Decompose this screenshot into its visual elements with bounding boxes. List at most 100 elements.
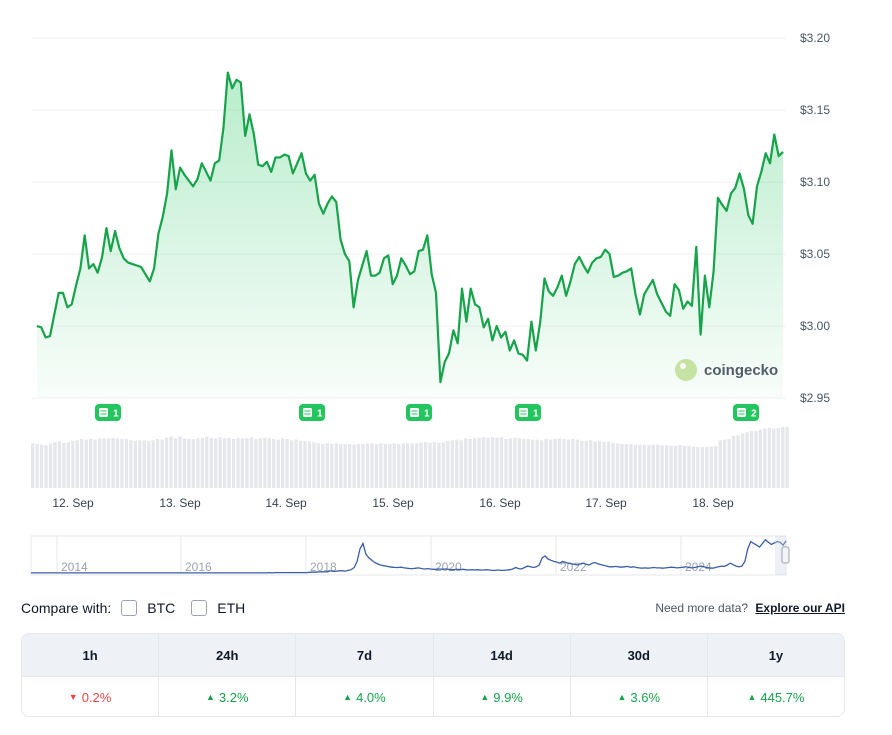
change-value: 4.0% <box>356 689 386 705</box>
compare-eth-checkbox[interactable]: ETH <box>191 600 245 616</box>
price-chart[interactable]: $3.20 $3.15 $3.10 $3.05 $3.00 $2.95 coingecko… <box>0 0 892 520</box>
volume-bar <box>589 440 593 488</box>
compare-btc-label: BTC <box>147 600 176 616</box>
volume-bar <box>557 438 562 488</box>
compare-bar: Compare with: BTC ETH Need more data? Ex… <box>21 596 845 620</box>
event-marker[interactable]: 1 <box>515 404 541 421</box>
volume-bar <box>638 444 642 488</box>
volume-bar <box>446 440 450 488</box>
volume-bar <box>736 435 740 488</box>
y-tick-label: $3.05 <box>800 247 830 261</box>
volume-bar <box>196 438 200 488</box>
volume-bar <box>437 442 441 488</box>
y-tick-label: $3.15 <box>800 103 830 117</box>
volume-bar <box>182 438 187 488</box>
volume-bar <box>209 437 213 488</box>
volume-bar <box>700 447 704 488</box>
volume-bar <box>352 444 356 488</box>
event-markers[interactable]: 1 1 1 1 2 <box>95 404 759 421</box>
volume-bar <box>714 445 718 488</box>
volume-bar <box>785 426 789 488</box>
x-axis-labels: 12. Sep 13. Sep 14. Sep 15. Sep 16. Sep 17. S… <box>52 496 734 510</box>
event-count: 1 <box>533 409 539 420</box>
compare-btc-checkbox[interactable]: BTC <box>121 600 175 616</box>
volume-bar <box>660 445 664 488</box>
y-tick-label: $3.10 <box>800 175 830 189</box>
volume-bar <box>732 435 736 488</box>
volume-bar <box>307 441 312 488</box>
change-cell-5: ▲ 445.7% <box>706 677 844 716</box>
volume-bar <box>120 439 124 488</box>
volume-bar <box>102 438 106 488</box>
event-marker[interactable]: 1 <box>406 404 432 421</box>
news-icon <box>737 408 746 417</box>
navigator-grid <box>56 536 682 575</box>
period-header-3: 14d <box>432 634 570 676</box>
volume-bar <box>499 437 504 488</box>
y-tick-label: $3.20 <box>800 31 830 45</box>
navigator-range-selection[interactable] <box>775 536 786 575</box>
period-header-1: 24h <box>158 634 295 676</box>
volume-bar <box>298 440 303 488</box>
x-tick-label: 15. Sep <box>372 496 414 510</box>
volume-bar <box>584 440 588 488</box>
compare-label: Compare with: <box>21 600 112 616</box>
x-tick-label: 13. Sep <box>159 496 201 510</box>
volume-bar <box>620 444 624 488</box>
volume-bar <box>687 445 691 488</box>
event-count: 1 <box>317 409 323 420</box>
volume-bar <box>325 443 329 488</box>
volume-bar <box>656 444 660 488</box>
y-tick-label: $3.00 <box>800 319 830 333</box>
news-icon <box>410 408 419 417</box>
price-line[interactable] <box>36 71 784 384</box>
volume-bar <box>267 438 271 488</box>
api-prompt: Need more data? Explore our API <box>655 601 845 615</box>
volume-bar <box>339 444 343 488</box>
history-navigator[interactable]: 2014 2016 2018 2020 2022 2024 <box>0 530 892 580</box>
change-cell-3: ▲ 9.9% <box>432 677 570 716</box>
change-cell-4: ▲ 3.6% <box>569 677 707 716</box>
volume-bar <box>44 445 48 488</box>
volume-bar <box>223 438 227 488</box>
volume-bar <box>334 443 338 488</box>
volume-bar <box>553 439 557 488</box>
api-prompt-text: Need more data? <box>655 601 749 615</box>
volume-bar <box>531 439 535 488</box>
volume-bar <box>767 427 771 488</box>
change-value: 9.9% <box>493 689 523 705</box>
volume-bar <box>772 428 776 488</box>
volume-bar <box>178 436 182 488</box>
navigator-handle[interactable] <box>781 546 790 564</box>
volume-bar <box>227 437 231 488</box>
volume-bar <box>477 437 481 488</box>
volume-bar <box>80 439 84 488</box>
volume-bar <box>611 442 615 488</box>
event-marker[interactable]: 1 <box>95 404 121 421</box>
volume-bar <box>57 441 62 488</box>
event-count: 2 <box>751 409 757 420</box>
volume-bar <box>682 445 687 488</box>
explore-api-link[interactable]: Explore our API <box>755 601 845 615</box>
volume-bar <box>245 438 249 488</box>
volume-bar <box>151 440 155 488</box>
volume-bar <box>147 440 151 488</box>
volume-bar <box>71 440 75 488</box>
volume-bar <box>504 439 508 488</box>
volume-bar <box>205 436 209 488</box>
checkbox-box[interactable] <box>121 600 138 616</box>
volume-bar <box>727 439 731 488</box>
volume-bar <box>691 446 696 488</box>
volume-bar <box>124 439 129 488</box>
volume-bar <box>481 437 486 488</box>
volume-bar <box>468 439 472 488</box>
volume-bar <box>473 438 477 488</box>
event-marker[interactable]: 2 <box>733 404 759 421</box>
event-marker[interactable]: 1 <box>299 404 325 421</box>
checkbox-box[interactable] <box>191 600 208 616</box>
volume-bar <box>31 443 35 488</box>
volume-bar <box>544 439 548 488</box>
volume-bar <box>740 433 745 488</box>
volume-bar <box>723 439 727 488</box>
volume-bar <box>540 440 544 488</box>
